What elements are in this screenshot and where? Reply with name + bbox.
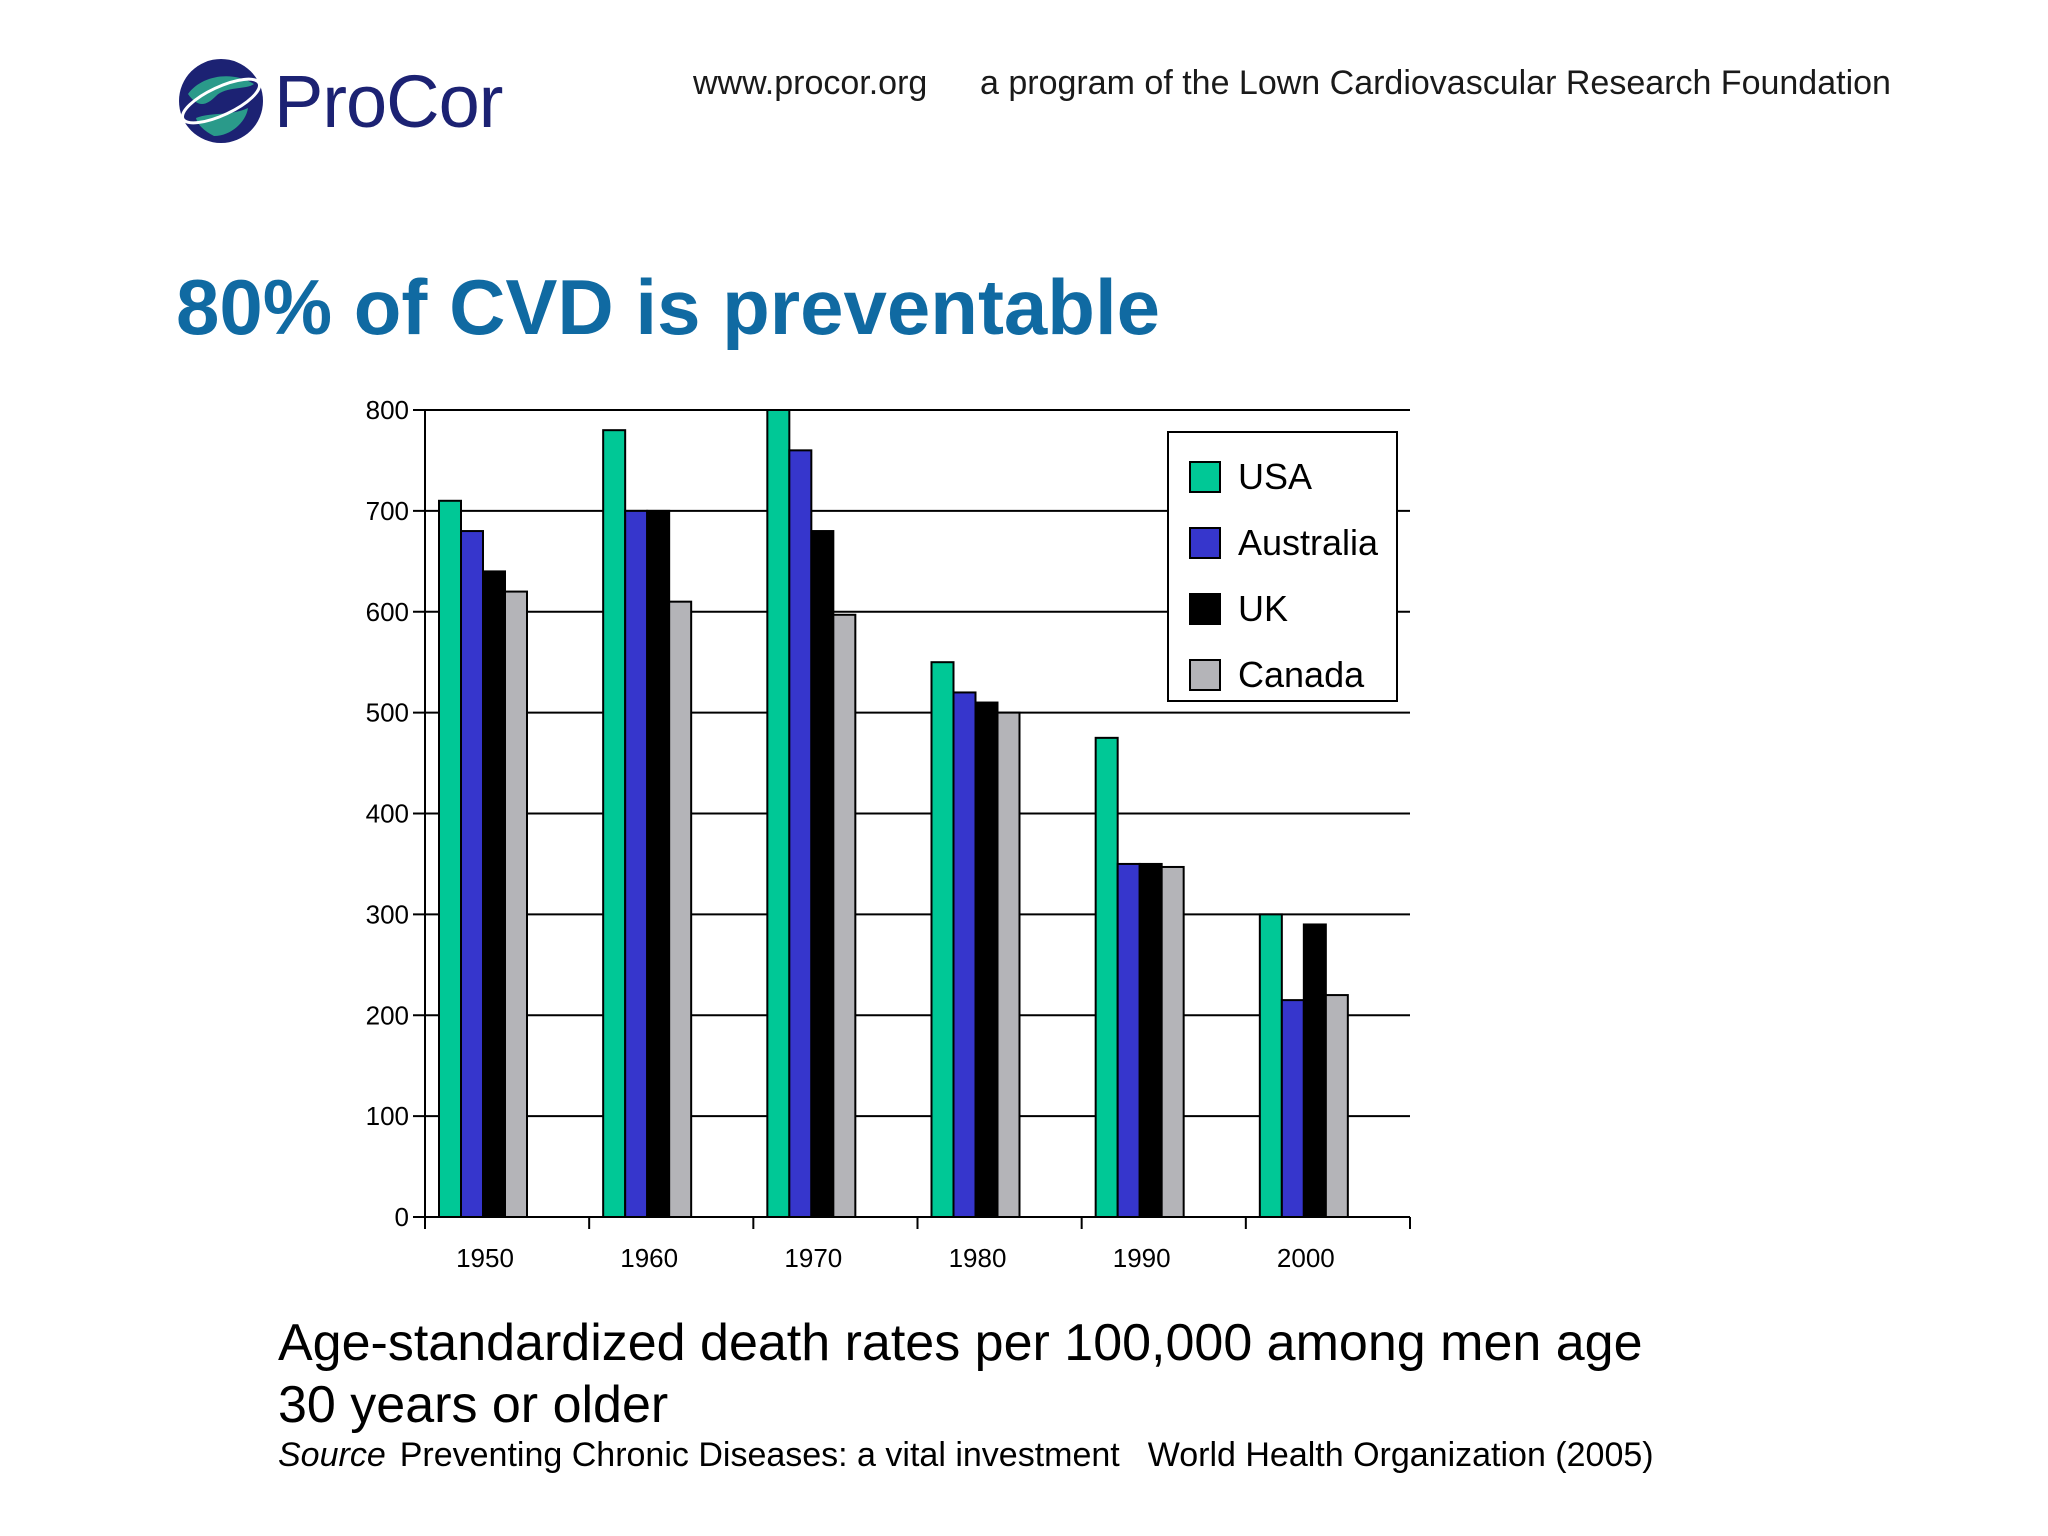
bar-usa-1970 (766, 409, 791, 1218)
y-tick-label: 800 (366, 395, 409, 425)
y-tick-label: 400 (366, 799, 409, 829)
source-text: Preventing Chronic Diseases: a vital inv… (399, 1436, 1120, 1474)
bar-australia-1990 (1116, 862, 1141, 1218)
bar-usa-1990 (1094, 736, 1119, 1218)
legend-swatch-australia (1189, 527, 1221, 559)
bar-canada-1970 (832, 613, 857, 1218)
x-tick-label: 2000 (1277, 1243, 1335, 1273)
bar-canada-1990 (1160, 865, 1185, 1218)
bar-usa-1950 (438, 499, 462, 1219)
bar-uk-1990 (1138, 862, 1163, 1218)
x-tick-label: 1970 (784, 1243, 842, 1273)
y-tick-label: 300 (366, 899, 409, 929)
legend-label-canada: Canada (1238, 654, 1365, 695)
header-tagline: a program of the Lown Cardiovascular Res… (980, 64, 1891, 102)
source-label: Source (278, 1436, 386, 1474)
slide-title: 80% of CVD is preventable (176, 263, 1160, 351)
legend-label-usa: USA (1238, 456, 1312, 497)
y-tick-label: 500 (366, 698, 409, 728)
legend-label-australia: Australia (1238, 522, 1379, 563)
bar-australia-1980 (952, 691, 977, 1218)
bar-uk-1980 (974, 701, 999, 1219)
bar-australia-2000 (1280, 999, 1305, 1219)
globe-icon (179, 59, 263, 143)
bar-australia-1950 (460, 530, 484, 1219)
legend-label-uk: UK (1238, 588, 1288, 629)
bar-canada-1960 (668, 600, 693, 1219)
y-tick-label: 700 (366, 496, 409, 526)
bar-usa-1980 (930, 661, 955, 1218)
legend-swatch-usa (1189, 461, 1221, 493)
y-tick-label: 100 (366, 1101, 409, 1131)
bar-australia-1960 (624, 509, 649, 1218)
x-tick-label: 1960 (620, 1243, 678, 1273)
x-tick-label: 1990 (1113, 1243, 1171, 1273)
bar-australia-1970 (788, 449, 813, 1219)
bar-canada-2000 (1324, 994, 1349, 1219)
header-url[interactable]: www.procor.org (693, 64, 928, 102)
bar-uk-2000 (1302, 923, 1327, 1219)
bar-uk-1970 (810, 530, 835, 1219)
bar-chart: 0 100 200 300 400 500 600 700 800 1950 1960 1970 198… (366, 395, 1411, 1273)
source-line: Source Preventing Chronic Diseases: a vit… (278, 1436, 1654, 1475)
x-tick-label: 1980 (949, 1243, 1007, 1273)
y-tick-label: 200 (366, 1000, 409, 1030)
y-tick-label: 600 (366, 597, 409, 627)
bar-canada-1950 (504, 590, 528, 1218)
source-org: World Health Organization (2005) (1147, 1436, 1654, 1474)
logo-text: ProCor (274, 59, 503, 143)
x-tick-label: 1950 (456, 1243, 514, 1273)
legend-swatch-canada (1189, 659, 1221, 691)
bar-usa-1960 (602, 429, 627, 1219)
procor-logo: ProCor (176, 56, 503, 146)
bar-canada-1980 (996, 711, 1021, 1218)
chart-caption: Age-standardized death rates per 100,000… (278, 1314, 1643, 1434)
bar-uk-1960 (646, 509, 671, 1218)
bar-uk-1950 (482, 570, 506, 1218)
y-tick-label: 0 (395, 1202, 409, 1232)
legend-swatch-uk (1189, 593, 1221, 625)
bar-usa-2000 (1258, 913, 1283, 1218)
